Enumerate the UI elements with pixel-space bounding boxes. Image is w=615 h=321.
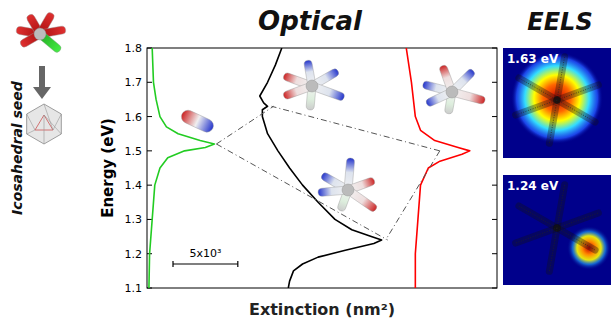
illustrations: [179, 60, 486, 213]
nanorod: [179, 108, 215, 134]
nano-core: [342, 184, 354, 196]
spectrum-line: [406, 48, 470, 288]
eels-label: 1.63 eV: [507, 52, 559, 66]
eels-arm-outline: [549, 228, 557, 271]
nano-arm: [179, 108, 215, 134]
connector: [216, 144, 387, 240]
y-tick-right: [492, 253, 497, 254]
eels-arm-outline: [516, 228, 557, 243]
spectrum-line: [260, 48, 382, 288]
y-tick-label: 1.5: [125, 145, 143, 158]
eels-arm-outline: [557, 100, 595, 122]
nanostar: [282, 60, 345, 111]
eels-label: 1.24 eV: [507, 179, 559, 193]
y-tick: [147, 219, 152, 220]
eels-arm-outline: [557, 213, 598, 228]
eels-arm: [516, 100, 557, 115]
scale-bar-cap: [237, 261, 238, 267]
y-tick: [147, 48, 152, 49]
y-tick-label: 1.6: [125, 111, 143, 124]
connector: [386, 151, 440, 240]
icosahedron: [27, 104, 62, 144]
y-tick-right: [492, 185, 497, 186]
eels-arm: [557, 213, 598, 228]
scale-bar: [173, 263, 238, 264]
eels-arm-outline: [549, 100, 557, 143]
eels-map: [503, 175, 611, 285]
connector: [272, 106, 440, 151]
plot-frame: [147, 48, 497, 288]
eels-arm-outline: [519, 206, 557, 228]
y-tick-right: [492, 116, 497, 117]
scale-bar-label: 5x10³: [189, 247, 221, 260]
ico-edge: [44, 115, 61, 134]
eels-arm: [519, 206, 557, 228]
inset-label: Icosahedral seed: [9, 80, 25, 215]
y-tick-label: 1.2: [125, 248, 143, 261]
eels-arm: [557, 228, 595, 250]
eels-arm-outline: [516, 100, 557, 115]
eels-arm-outline: [557, 228, 595, 250]
nanostar: [422, 64, 486, 114]
y-tick-right: [492, 288, 497, 289]
nano-core: [306, 80, 318, 92]
y-tick: [147, 82, 152, 83]
ico-edge: [53, 114, 61, 130]
eels-arm: [549, 100, 557, 143]
title: Optical: [258, 6, 363, 36]
ico-edge: [44, 104, 53, 130]
eels-bg: [503, 175, 611, 285]
y-tick-right: [492, 48, 497, 49]
eels-map: [503, 48, 611, 158]
y-tick-right: [492, 219, 497, 220]
eels-arm-outline: [519, 78, 557, 100]
connector: [216, 106, 273, 144]
y-tick-label: 1.8: [125, 42, 143, 55]
eels-arm: [516, 228, 557, 243]
x-axis-title: Extinction (nm²): [249, 300, 395, 319]
ico-edge: [27, 130, 35, 134]
ico-edge: [44, 115, 45, 144]
seed-star: [16, 11, 67, 54]
figure: Optical EELS 1.1 1.2 1.3 1.4 1.5 1.6 1.7 1.8 Energ…: [0, 0, 615, 321]
y-tick: [147, 116, 152, 117]
eels-arm: [519, 78, 557, 100]
eels-arm-outline: [557, 85, 598, 100]
eels-arm: [549, 228, 557, 271]
curves: [149, 48, 470, 288]
scale-bar-cap: [172, 261, 173, 267]
eels-title: EELS: [527, 8, 592, 36]
y-tick-label: 1.3: [125, 213, 143, 226]
eels-bg: [503, 48, 611, 158]
eels-arm: [557, 100, 595, 122]
y-tick-label: 1.1: [125, 282, 143, 295]
y-tick: [147, 150, 152, 151]
y-tick-label: 1.4: [125, 179, 143, 192]
y-axis-title: Energy (eV): [99, 118, 117, 218]
y-tick: [147, 185, 152, 186]
arrow-shaft: [39, 66, 45, 88]
ico-edge: [27, 114, 35, 130]
y-tick-right: [492, 82, 497, 83]
ico-outline: [27, 104, 62, 144]
nano-core: [34, 28, 46, 40]
nano-core: [446, 86, 458, 98]
connectors: [216, 106, 439, 240]
nanostar: [318, 158, 378, 213]
arrow-head: [33, 87, 51, 99]
y-tick-label: 1.7: [125, 76, 143, 89]
y-tick-right: [492, 150, 497, 151]
eels-arm: [557, 85, 598, 100]
